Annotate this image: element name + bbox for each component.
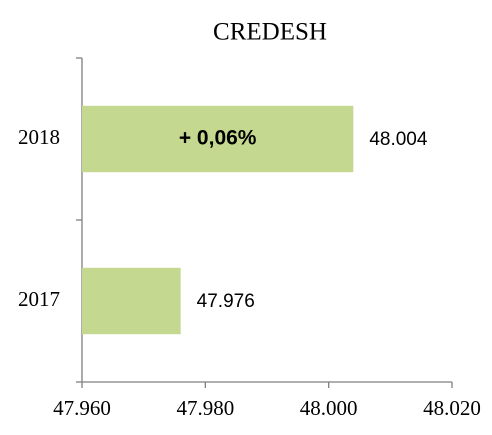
- x-tick-label: 47.960: [53, 396, 111, 420]
- chart-title: CREDESH: [213, 19, 327, 46]
- y-tick-label: 2018: [18, 125, 60, 149]
- x-tick-label: 47.980: [176, 396, 234, 420]
- bar: [82, 267, 181, 335]
- x-tick-label: 48.000: [300, 396, 358, 420]
- annotation: + 0,06%: [179, 127, 257, 150]
- value-label: 47.976: [197, 291, 255, 312]
- value-label: 48.004: [369, 129, 428, 150]
- y-tick-label: 2017: [18, 287, 60, 311]
- x-tick-label: 48.020: [423, 396, 481, 420]
- bar: [82, 105, 354, 173]
